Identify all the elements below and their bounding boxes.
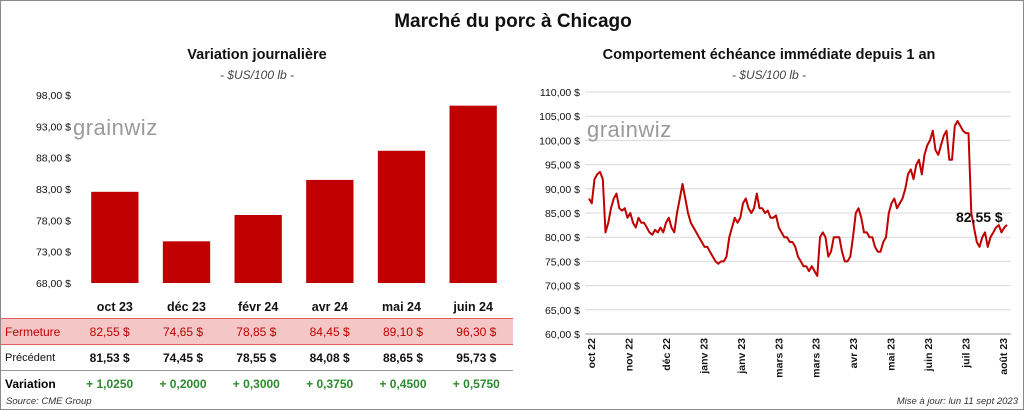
table-cell: + 0,2000 [146,370,220,396]
price-line [588,120,1008,277]
table-cell: 81,53 $ [89,350,130,365]
table-cell: 96,30 $ [439,318,513,345]
x-tick-label: avr 24 [312,300,348,314]
x-tick-label: janv 23 [736,338,748,375]
table-row-previous: Précédent 81,53 $ 74,45 $ 78,55 $ 84,08 … [1,345,513,371]
bar [162,241,211,283]
price-table: Fermeture 82,55 $ 74,65 $ 78,85 $ 84,45 … [1,318,513,396]
table-cell: 78,85 $ [219,318,293,345]
row-label: Fermeture [1,318,73,345]
table-cell: 74,65 $ [146,318,220,345]
bar [449,105,497,283]
x-tick-label: déc 22 [661,338,673,371]
table-cell: 78,55 $ [236,350,277,365]
y-tick-label: 73,00 $ [36,247,71,259]
bar [234,215,282,283]
table-cell: 74,45 $ [162,350,204,365]
y-tick-label: 85,00 $ [545,208,580,220]
row-label: Précédent [5,351,56,364]
line-chart: 60,00 $ 65,00 $ 70,00 $ 75,00 $ 80,00 $ 85,00… [539,87,1011,378]
x-tick-label: déc 23 [167,300,206,314]
y-tick-label: 75,00 $ [545,256,580,268]
table-cell: 95,73 $ [456,350,497,365]
line-chart-title: Comportement échéance immédiate depuis 1… [602,47,936,63]
x-tick-label: mars 23 [811,338,823,378]
source-note: Source: CME Group [6,396,92,407]
table-cell: 89,10 $ [366,318,440,345]
row-label: Variation [1,370,73,396]
x-tick-label: janv 23 [698,338,710,375]
bar-chart: 68,00 $ 73,00 $ 78,00 $ 83,00 $ 88,00 $ 93,00… [36,90,497,314]
table-row-variation: Variation + 1,0250 + 0,2000 + 0,3000 + 0… [1,370,513,396]
table-cell: + 0,3750 [292,370,367,396]
table-cell: 84,08 $ [309,350,350,365]
watermark-logo-left: grainwiz [73,115,158,140]
y-tick-label: 90,00 $ [545,184,580,196]
y-tick-label: 100,00 $ [539,135,580,147]
y-tick-label: 88,00 $ [36,153,71,165]
table-row-close: Fermeture 82,55 $ 74,65 $ 78,85 $ 84,45 … [1,318,513,345]
table-cell: + 1,0250 [73,370,147,396]
table-cell: + 0,3000 [219,370,293,396]
y-tick-label: 105,00 $ [539,111,580,123]
bar [377,150,426,283]
table-cell: + 0,5750 [439,370,513,396]
updated-note: Mise à jour: lun 11 sept 2023 [896,396,1018,407]
x-tick-label: mars 23 [773,338,785,378]
x-tick-label: nov 22 [623,338,635,371]
bar [306,179,354,283]
y-tick-label: 70,00 $ [545,281,580,293]
page-title: Marché du porc à Chicago [394,11,632,32]
y-tick-label: 78,00 $ [36,215,71,227]
table-cell: 84,45 $ [292,318,367,345]
x-tick-label: mai 23 [886,338,898,371]
x-tick-label: juil 23 [961,338,973,369]
x-tick-label: juin 24 [452,300,493,314]
y-tick-label: 110,00 $ [540,87,580,99]
y-tick-label: 93,00 $ [36,121,71,133]
x-tick-label: mai 24 [382,300,421,314]
x-tick-label: août 23 [998,338,1010,375]
x-tick-label: avr 23 [848,338,860,369]
watermark-logo-right: grainwiz [587,117,672,142]
table-cell: 88,65 $ [382,350,423,365]
y-tick-label: 83,00 $ [36,184,71,196]
x-tick-label: oct 22 [586,338,598,369]
bar-chart-unit: - $US/100 lb - [219,68,295,82]
last-value-label: 82,55 $ [956,209,1003,225]
x-tick-label: juin 23 [923,338,935,372]
y-tick-label: 65,00 $ [545,305,580,317]
y-tick-label: 80,00 $ [545,232,580,244]
line-chart-unit: - $US/100 lb - [731,68,807,82]
bar-chart-title: Variation journalière [187,47,327,63]
table-cell: 82,55 $ [73,318,147,345]
y-tick-label: 68,00 $ [36,278,71,290]
y-tick-label: 98,00 $ [36,90,71,102]
bar [91,191,139,283]
table-cell: + 0,4500 [366,370,440,396]
x-tick-label: oct 23 [97,300,133,314]
x-tick-label: févr 24 [238,300,278,314]
y-tick-label: 60,00 $ [545,329,580,341]
y-tick-label: 95,00 $ [545,160,580,172]
